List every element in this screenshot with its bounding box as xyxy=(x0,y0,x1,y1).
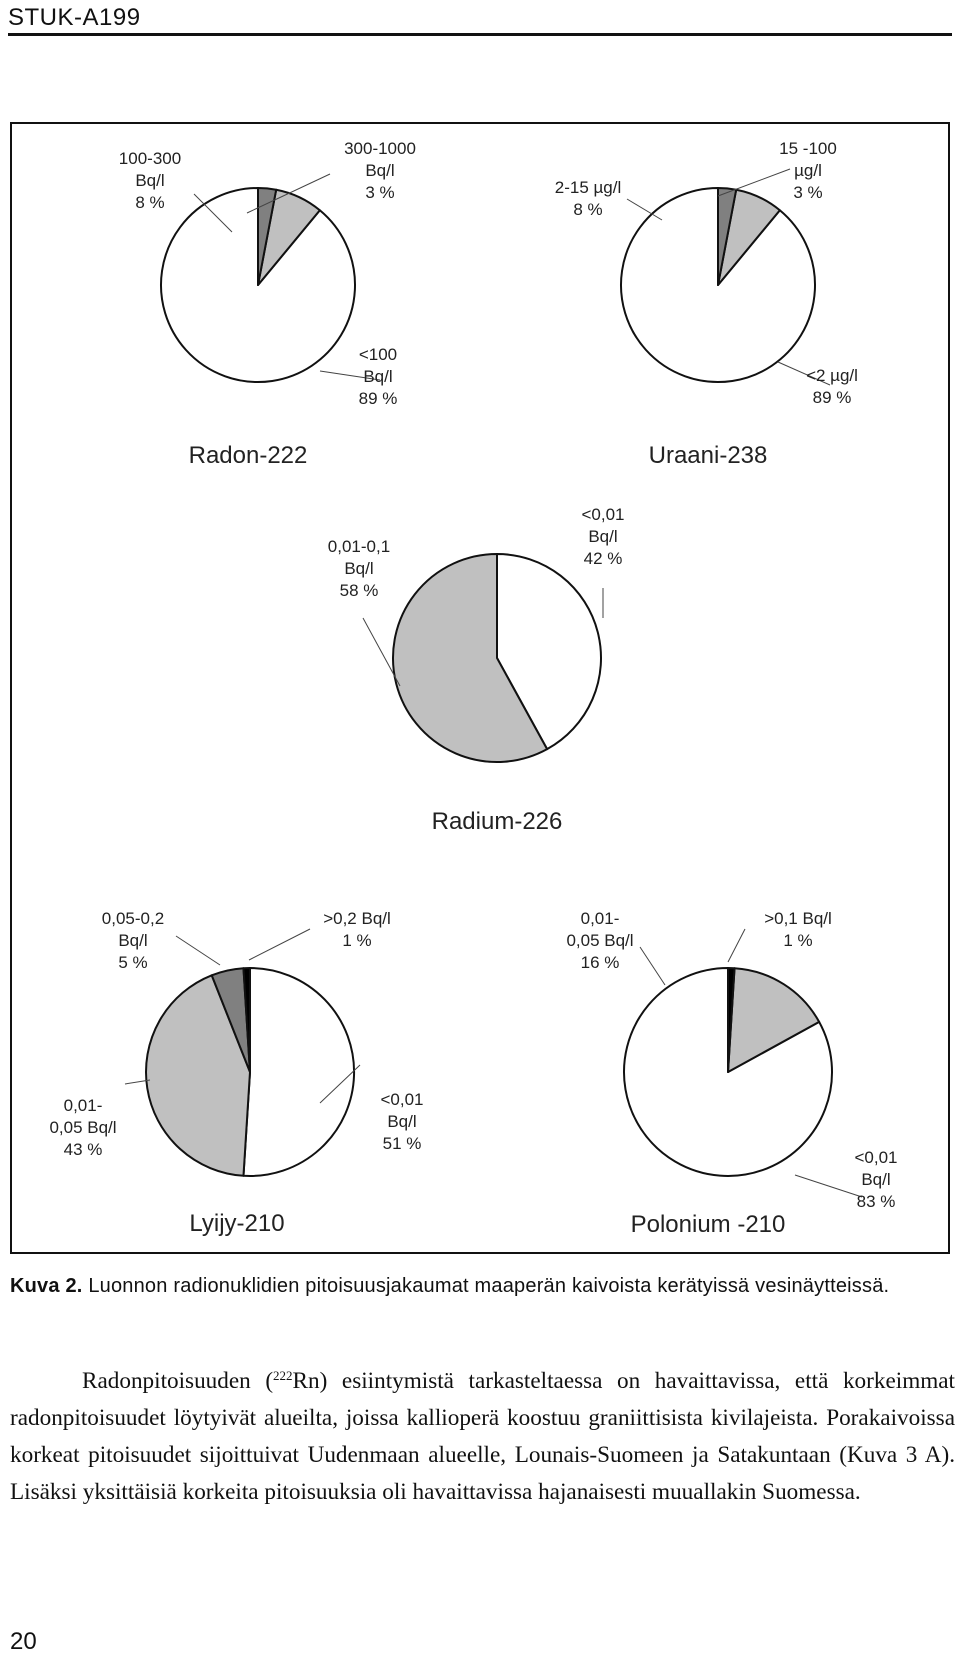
isotope-superscript: 222 xyxy=(273,1368,293,1383)
body-paragraph: Radonpitoisuuden (222Rn) esiintymistä ta… xyxy=(10,1363,955,1511)
slice-label: 100-300 Bq/l 8 % xyxy=(119,149,181,212)
slice-label: <100 Bq/l 89 % xyxy=(359,345,398,408)
page-number: 20 xyxy=(10,1628,37,1655)
pie-slice xyxy=(496,553,602,751)
leader-line xyxy=(175,935,221,966)
leader-line xyxy=(777,361,831,386)
figure-frame xyxy=(10,122,950,1254)
slice-label: >0,2 Bq/l 1 % xyxy=(323,909,391,950)
slice-label: 300-1000 Bq/l 3 % xyxy=(344,139,416,202)
chart-title: Polonium -210 xyxy=(631,1211,786,1238)
leader-line xyxy=(626,198,663,221)
leader-line xyxy=(794,1174,863,1198)
chart-title: Radon-222 xyxy=(189,442,308,469)
pie-slice xyxy=(242,967,356,1177)
slice-label: 0,01-0,05 Bq/l 16 % xyxy=(566,909,633,972)
leader-line xyxy=(319,370,381,381)
caption-label: Kuva 2. xyxy=(10,1275,83,1297)
leader-line xyxy=(248,928,311,961)
slice-label: 0,01-0,05 Bq/l 43 % xyxy=(49,1096,116,1159)
slice-label: <2 µg/l 89 % xyxy=(806,366,858,407)
leader-line xyxy=(319,1064,361,1104)
leader-line xyxy=(362,617,401,687)
pie-slice xyxy=(623,967,833,1177)
pie-charts-figure: <100 Bq/l 89 % 100-300 Bq/l 8 % 300-1000 Bq/l 3 … xyxy=(49,139,897,1238)
caption-text: Luonnon radionuklidien pitoisuusjakaumat… xyxy=(88,1275,890,1297)
slice-label: 2-15 µg/l 8 % xyxy=(555,178,622,219)
figure-caption: Kuva 2. Luonnon radionuklidien pitoisuus… xyxy=(10,1271,955,1301)
leader-line xyxy=(124,1079,151,1085)
slice-label: <0,01 Bq/l 83 % xyxy=(854,1148,897,1211)
running-header: STUK-A199 xyxy=(8,4,141,31)
chart-title: Lyijy-210 xyxy=(189,1210,284,1237)
chart-title: Radium-226 xyxy=(432,808,563,835)
leader-line xyxy=(193,193,233,233)
pie-slice xyxy=(392,553,549,763)
pie-slice xyxy=(257,187,278,286)
leader-line xyxy=(639,946,666,986)
leader-line xyxy=(727,928,746,963)
slice-label: 0,05-0,2 Bq/l 5 % xyxy=(102,909,164,972)
slice-label: >0,1 Bq/l 1 % xyxy=(764,909,832,950)
body-text-rest: Rn) esiintymistä tarkasteltaessa on hava… xyxy=(10,1368,956,1505)
slice-label: <0,01 Bq/l 51 % xyxy=(380,1090,423,1153)
slice-label: 15 -100 µg/l 3 % xyxy=(779,139,837,202)
leader-line xyxy=(246,173,331,214)
leader-line xyxy=(717,168,791,197)
header-rule xyxy=(8,33,952,36)
pie-slice xyxy=(242,967,251,1073)
slice-label: 0,01-0,1 Bq/l 58 % xyxy=(328,537,390,600)
pie-slice xyxy=(727,967,821,1073)
pie-slice xyxy=(717,187,738,286)
slice-label: <0,01 Bq/l 42 % xyxy=(581,505,624,568)
chart-title: Uraani-238 xyxy=(649,442,768,469)
pie-slice xyxy=(145,974,251,1177)
body-text-start: Radonpitoisuuden ( xyxy=(82,1368,274,1394)
pie-slice xyxy=(727,967,736,1073)
